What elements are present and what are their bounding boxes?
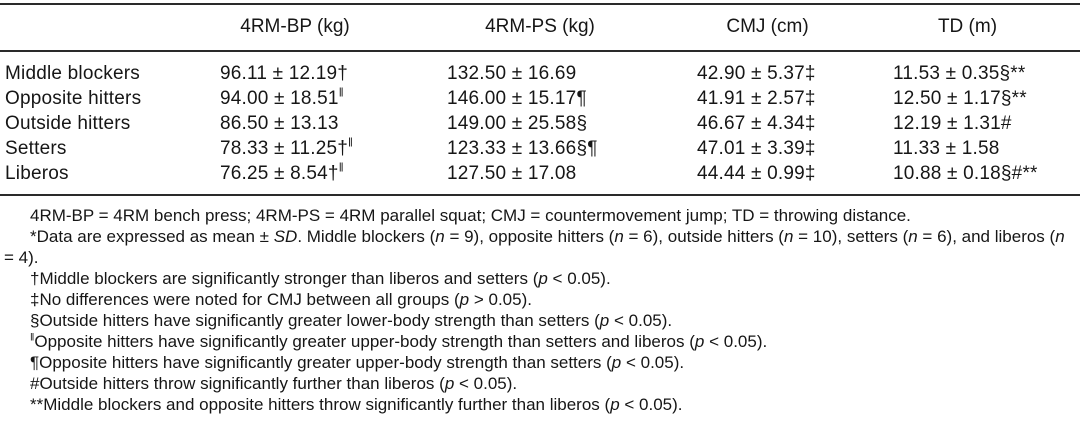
paper-table-figure: 4RM-BP (kg) 4RM-PS (kg) CMJ (cm) TD (m) … xyxy=(0,3,1080,422)
table-row: Middle blockers 96.11 ± 12.19† 132.50 ± 16… xyxy=(0,51,1080,86)
row-label: Middle blockers xyxy=(5,63,140,84)
column-header-4rm-ps: 4RM-PS (kg) xyxy=(400,4,680,52)
value-cell: 123.33 ± 13.66§¶ xyxy=(447,138,598,159)
table-row: Outside hitters 86.50 ± 13.13 149.00 ± 25.… xyxy=(0,111,1080,136)
footnotes: 4RM-BP = 4RM bench press; 4RM-PS = 4RM p… xyxy=(0,205,1080,415)
value-cell: 10.88 ± 0.18§#** xyxy=(893,163,1038,184)
column-header-cmj: CMJ (cm) xyxy=(680,4,855,52)
footnote-line: §Outside hitters have significantly grea… xyxy=(30,311,673,330)
value-cell: 47.01 ± 3.39‡ xyxy=(697,138,816,159)
value-cell: 149.00 ± 25.58§ xyxy=(447,113,588,134)
row-label: Liberos xyxy=(5,163,69,184)
value-cell: 132.50 ± 16.69 xyxy=(447,63,577,84)
footnote-line: ‖Opposite hitters have significantly gre… xyxy=(30,331,768,351)
row-label: Outside hitters xyxy=(5,113,131,134)
value-cell: 146.00 ± 15.17¶ xyxy=(447,88,587,109)
footnote-line: ¶Opposite hitters have significantly gre… xyxy=(30,353,685,372)
value-cell: 46.67 ± 4.34‡ xyxy=(697,113,816,134)
footnote-line: #Outside hitters throw significantly fur… xyxy=(30,374,518,393)
row-label: Opposite hitters xyxy=(5,88,142,109)
value-cell: 127.50 ± 17.08 xyxy=(447,163,577,184)
table-row: Opposite hitters 94.00 ± 18.51‖ 146.00 ± 1… xyxy=(0,86,1080,111)
results-table: 4RM-BP (kg) 4RM-PS (kg) CMJ (cm) TD (m) … xyxy=(0,3,1080,196)
value-cell: 96.11 ± 12.19† xyxy=(220,63,349,84)
value-cell: 86.50 ± 13.13 xyxy=(220,113,339,134)
value-cell: 76.25 ± 8.54†‖ xyxy=(220,161,344,184)
footnote-line: 4RM-BP = 4RM bench press; 4RM-PS = 4RM p… xyxy=(30,206,911,225)
value-cell: 44.44 ± 0.99‡ xyxy=(697,163,816,184)
footnote-line: **Middle blockers and opposite hitters t… xyxy=(30,395,683,414)
value-cell: 12.19 ± 1.31# xyxy=(893,113,1012,134)
value-cell: 11.53 ± 0.35§** xyxy=(893,63,1026,84)
footnote-line: †Middle blockers are significantly stron… xyxy=(30,269,611,288)
column-header-blank xyxy=(0,4,190,52)
value-cell: 78.33 ± 11.25†‖ xyxy=(220,136,354,159)
table-row: Liberos 76.25 ± 8.54†‖ 127.50 ± 17.08 44.44… xyxy=(0,161,1080,195)
row-label: Setters xyxy=(5,138,67,159)
footnote-line: *Data are expressed as mean ± SD. Middle… xyxy=(4,227,1065,267)
table-header-row: 4RM-BP (kg) 4RM-PS (kg) CMJ (cm) TD (m) xyxy=(0,4,1080,52)
table-body: Middle blockers 96.11 ± 12.19† 132.50 ± 16… xyxy=(0,51,1080,195)
value-cell: 94.00 ± 18.51‖ xyxy=(220,86,344,109)
column-header-td: TD (m) xyxy=(855,4,1080,52)
value-cell: 41.91 ± 2.57‡ xyxy=(697,88,816,109)
value-cell: 11.33 ± 1.58 xyxy=(893,138,1000,159)
column-header-4rm-bp: 4RM-BP (kg) xyxy=(190,4,400,52)
table-row: Setters 78.33 ± 11.25†‖ 123.33 ± 13.66§¶ 47… xyxy=(0,136,1080,161)
value-cell: 42.90 ± 5.37‡ xyxy=(697,63,816,84)
footnote-line: ‡No differences were noted for CMJ betwe… xyxy=(30,290,532,309)
value-cell: 12.50 ± 1.17§** xyxy=(893,88,1027,109)
